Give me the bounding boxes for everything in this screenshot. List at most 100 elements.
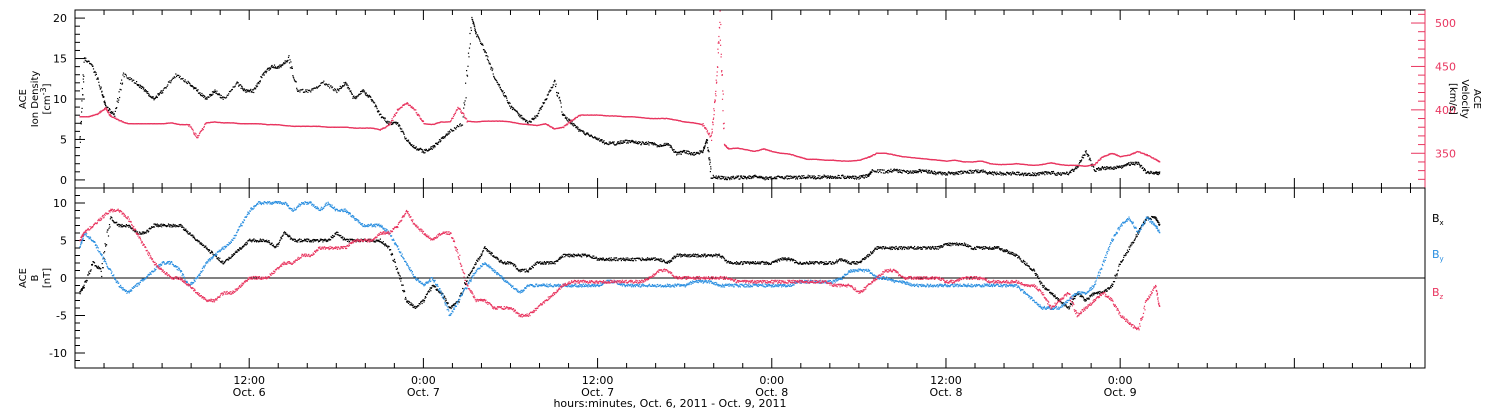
density-point [183, 81, 186, 83]
density-point [814, 176, 816, 178]
density-point [316, 86, 318, 88]
density-point [1067, 174, 1070, 176]
density-point [304, 91, 306, 93]
density-point [869, 172, 871, 174]
field-bx-point [134, 230, 136, 232]
density-point [674, 151, 676, 153]
density-point [1059, 172, 1061, 174]
field-bx-point [168, 224, 170, 226]
velocity-tick-label: 400 [1435, 104, 1456, 117]
density-point [118, 91, 120, 93]
density-point [814, 178, 816, 180]
density-point [1127, 162, 1130, 164]
field-bx-point [116, 221, 118, 223]
density-point [522, 117, 524, 119]
field-tick-label: 0 [60, 272, 67, 285]
density-point [673, 149, 675, 151]
density-point [541, 106, 543, 108]
density-point [266, 70, 268, 72]
density-point [923, 169, 925, 171]
density-point [306, 89, 308, 91]
density-point [791, 175, 793, 177]
density-point [799, 177, 801, 180]
density-point [1000, 174, 1002, 176]
density-point [920, 170, 922, 172]
density-point [1007, 172, 1010, 175]
density-point [744, 176, 746, 179]
velocity-point [714, 101, 716, 104]
density-point [380, 117, 382, 119]
density-point [497, 83, 500, 85]
density-point [480, 42, 482, 44]
density-point [826, 176, 829, 178]
density-point [174, 77, 176, 79]
density-point [882, 169, 884, 171]
density-point [85, 57, 87, 59]
density-point [1117, 167, 1119, 169]
density-point [222, 98, 224, 100]
velocity-point [452, 117, 454, 119]
density-point [209, 93, 211, 96]
density-point [1087, 154, 1089, 156]
density-point [796, 177, 798, 179]
field-bx-point [259, 238, 261, 240]
density-point [485, 52, 487, 54]
field-bx-point [96, 266, 98, 268]
density-point [474, 27, 476, 29]
field-bx-point [100, 268, 102, 270]
density-point [1144, 169, 1146, 171]
density-point [508, 103, 510, 105]
density-point [691, 154, 693, 156]
density-point [743, 175, 745, 177]
density-point [723, 176, 725, 178]
velocity-point [189, 124, 191, 126]
field-bx-point [154, 223, 156, 225]
density-point [896, 170, 898, 172]
density-point [130, 78, 132, 81]
density-point [666, 142, 668, 144]
field-bx-point [200, 243, 202, 245]
density-point [945, 174, 947, 176]
density-point [104, 103, 106, 105]
density-point [402, 131, 404, 133]
velocity-point [422, 120, 424, 122]
density-point [81, 100, 83, 102]
density-point [680, 153, 682, 155]
density-point [571, 124, 574, 126]
density-point [97, 78, 99, 80]
density-point [855, 176, 857, 178]
density-point [409, 142, 411, 144]
density-point [979, 171, 981, 173]
density-point [251, 90, 253, 92]
density-point [1036, 173, 1038, 175]
velocity-point [1099, 157, 1101, 159]
density-point [951, 171, 953, 173]
field-bx-point [191, 235, 193, 237]
density-point [336, 91, 338, 94]
density-point [292, 75, 294, 77]
density-point [726, 178, 728, 180]
density-point [722, 177, 724, 179]
density-point [446, 134, 448, 136]
density-tick-label: 10 [53, 93, 67, 106]
density-point [1104, 169, 1106, 171]
density-point [1056, 172, 1058, 174]
field-bx-point [119, 223, 121, 226]
velocity-point [450, 120, 452, 122]
velocity-point [454, 112, 456, 114]
density-point [236, 82, 238, 84]
density-point [837, 174, 839, 176]
density-point [265, 70, 267, 72]
field-bx-point [185, 228, 187, 230]
density-point [506, 97, 508, 99]
field-bx-point [178, 225, 180, 228]
density-point [139, 84, 141, 86]
field-bx-point [100, 270, 102, 272]
density-point [429, 148, 431, 150]
field-bx-point [150, 227, 152, 229]
density-point [622, 141, 624, 143]
density-point [461, 124, 464, 126]
density-point [979, 170, 981, 172]
velocity-point [707, 132, 709, 134]
field-bx-point [249, 240, 251, 242]
